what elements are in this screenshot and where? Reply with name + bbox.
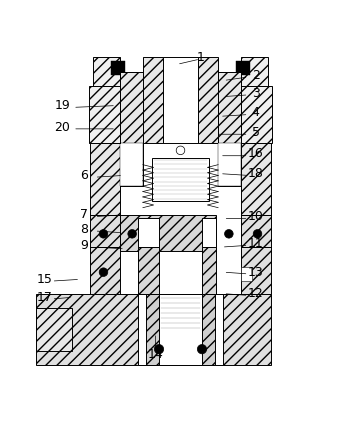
- Bar: [218, 143, 242, 186]
- Bar: [89, 86, 119, 143]
- Text: 9: 9: [80, 239, 88, 252]
- Bar: [138, 218, 159, 247]
- Bar: [143, 57, 162, 143]
- Bar: [147, 293, 159, 329]
- Bar: [242, 143, 271, 215]
- Bar: [202, 218, 216, 247]
- Text: 7: 7: [80, 208, 88, 222]
- Bar: [90, 143, 119, 215]
- Circle shape: [128, 230, 136, 238]
- Bar: [152, 158, 209, 201]
- Text: 3: 3: [252, 87, 260, 99]
- Text: 12: 12: [248, 287, 264, 300]
- Bar: [119, 71, 143, 186]
- Bar: [147, 293, 159, 365]
- Text: 10: 10: [248, 210, 264, 223]
- Bar: [90, 247, 119, 293]
- Text: 13: 13: [248, 266, 264, 279]
- Circle shape: [99, 230, 108, 238]
- Text: 15: 15: [36, 273, 52, 286]
- Text: 8: 8: [80, 222, 88, 236]
- Text: 17: 17: [36, 291, 52, 304]
- Bar: [138, 247, 159, 293]
- Bar: [162, 57, 199, 143]
- Bar: [119, 215, 216, 251]
- Bar: [218, 71, 242, 186]
- Text: 11: 11: [248, 237, 264, 250]
- Bar: [199, 57, 218, 143]
- Bar: [111, 61, 125, 75]
- Circle shape: [253, 230, 262, 238]
- Bar: [119, 143, 143, 186]
- Circle shape: [225, 230, 233, 238]
- Bar: [202, 293, 214, 365]
- Circle shape: [155, 345, 164, 354]
- Bar: [242, 267, 252, 281]
- Bar: [36, 308, 72, 351]
- Bar: [159, 293, 202, 329]
- Text: 19: 19: [55, 99, 70, 112]
- Text: 14: 14: [148, 348, 163, 361]
- Text: 1: 1: [196, 51, 204, 64]
- Text: 4: 4: [252, 106, 260, 119]
- Text: 16: 16: [248, 147, 264, 160]
- Text: 6: 6: [80, 169, 88, 182]
- Bar: [202, 293, 214, 329]
- Bar: [242, 86, 272, 143]
- Text: 5: 5: [252, 126, 260, 139]
- Bar: [242, 215, 271, 247]
- Bar: [202, 247, 216, 293]
- Bar: [236, 61, 250, 75]
- Bar: [36, 293, 271, 365]
- Bar: [242, 247, 271, 293]
- Bar: [90, 215, 119, 247]
- Bar: [242, 57, 268, 86]
- Bar: [138, 293, 223, 365]
- Text: 20: 20: [55, 121, 70, 134]
- Text: 18: 18: [248, 167, 264, 180]
- Text: 2: 2: [252, 69, 260, 82]
- Circle shape: [197, 345, 206, 354]
- Circle shape: [176, 146, 185, 155]
- Bar: [93, 57, 119, 86]
- Circle shape: [99, 268, 108, 277]
